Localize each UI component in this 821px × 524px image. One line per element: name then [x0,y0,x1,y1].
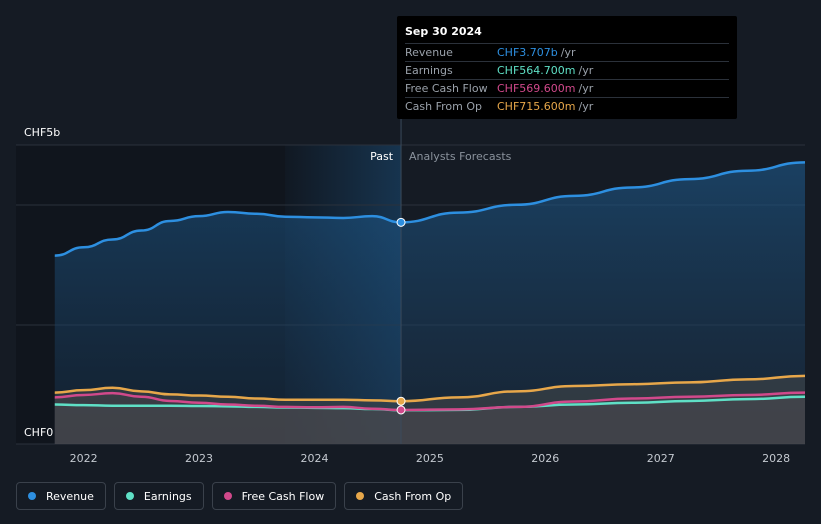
tooltip-unit: /yr [560,46,576,59]
revenue-line [54,161,806,257]
cash-from-op-line [54,374,806,403]
x-tick-label: 2027 [647,452,675,465]
tooltip-date: Sep 30 2024 [405,25,482,38]
tooltip-row-revenue: Revenue CHF3.707b /yr [405,43,729,61]
tooltip-row-free-cash-flow: Free Cash Flow CHF569.600m /yr [405,79,729,97]
x-tick-label: 2024 [300,452,328,465]
tooltip-label: Cash From Op [405,100,483,113]
legend-item-free-cash-flow[interactable]: Free Cash Flow [211,482,337,510]
legend-label: Revenue [46,489,94,503]
revenue-marker [396,217,406,227]
x-tick-label: 2028 [762,452,790,465]
cash-from-op-marker [396,396,406,406]
tooltip-label: Revenue [405,46,453,59]
chart-legend: Revenue Earnings Free Cash Flow Cash Fro… [16,482,464,510]
tooltip-value: CHF569.600m [497,82,576,95]
tooltip-unit: /yr [578,82,594,95]
tooltip-unit: /yr [578,100,594,113]
legend-label: Cash From Op [374,489,452,503]
tooltip-label: Free Cash Flow [405,82,488,95]
legend-label: Earnings [143,489,192,503]
earnings-dot-icon [125,492,134,500]
y-axis-label-top: CHF5b [24,126,60,139]
tooltip-label: Earnings [405,64,453,77]
data-tooltip: Sep 30 2024 Revenue CHF3.707b /yr Earnin… [397,16,737,119]
legend-item-earnings[interactable]: Earnings [113,482,204,510]
tooltip-unit: /yr [578,64,594,77]
x-tick-label: 2023 [185,452,213,465]
free-cash-flow-line [54,391,806,412]
tooltip-value: CHF3.707b [497,46,558,59]
legend-item-revenue[interactable]: Revenue [16,482,106,510]
revenue-area [54,162,805,445]
past-label: Past [370,150,394,163]
x-tick-label: 2022 [70,452,98,465]
free-cash-flow-dot-icon [223,492,232,500]
cash-from-op-dot-icon [356,492,365,500]
tooltip-row-cash-from-op: Cash From Op CHF715.600m /yr [405,97,729,115]
tooltip-value: CHF564.700m [497,64,576,77]
y-axis-label-zero: CHF0 [24,426,53,439]
x-tick-label: 2026 [531,452,559,465]
x-tick-label: 2025 [416,452,444,465]
free-cash-flow-marker [396,405,406,415]
analysts-forecasts-label: Analysts Forecasts [409,150,512,163]
tooltip-value: CHF715.600m [497,100,576,113]
legend-label: Free Cash Flow [241,489,325,503]
tooltip-row-earnings: Earnings CHF564.700m /yr [405,61,729,79]
legend-item-cash-from-op[interactable]: Cash From Op [344,482,464,510]
revenue-dot-icon [28,492,36,500]
